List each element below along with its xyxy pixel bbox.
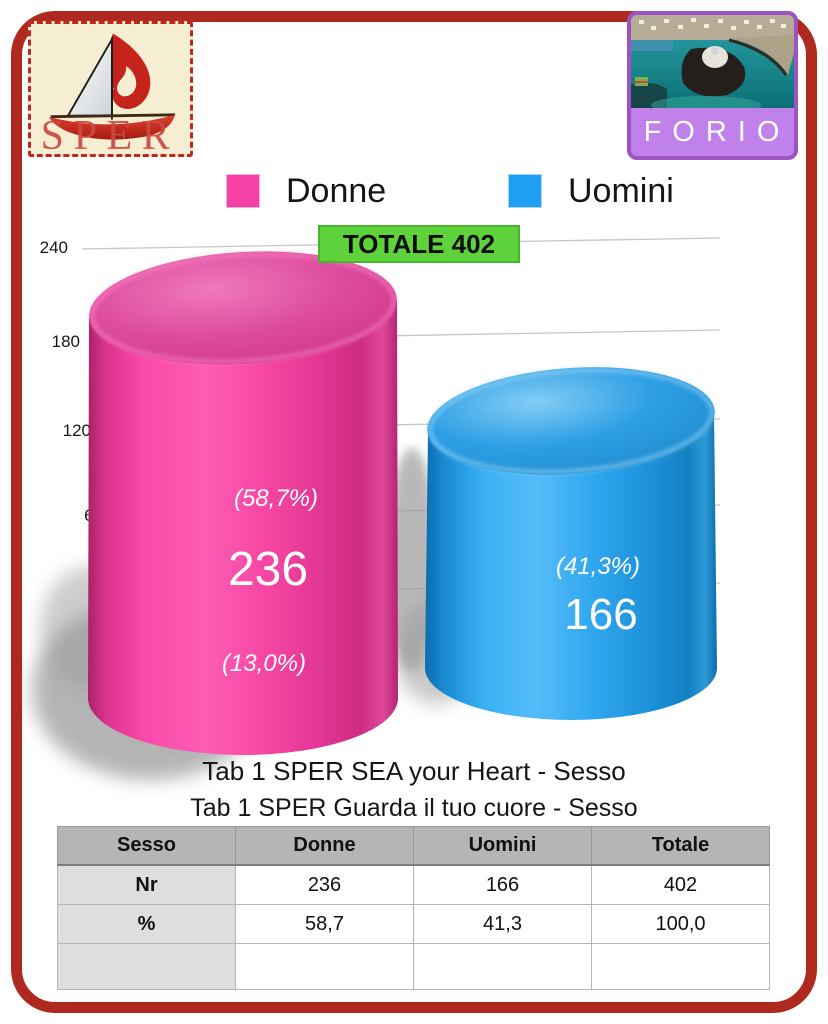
boom [50,113,176,119]
total-badge: TOTALE 402 [318,225,520,263]
forio-aerial-photo [631,15,794,108]
uomini-value-label: 166 [564,590,637,639]
cell-pct-uomini: 41,3 [413,904,592,944]
cell-empty-1 [235,943,414,990]
cell-nr-uomini: 166 [413,864,592,905]
chart-title-line1: Tab 1 SPER SEA your Heart - Sesso [202,756,626,786]
table-header-row: Sesso Donne Uomini Totale [57,826,770,866]
row-label-empty [57,943,236,990]
sper-logo-text: SPER [41,113,180,154]
cell-nr-totale: 402 [591,864,770,905]
header-totale: Totale [591,826,770,866]
spade-swirl [117,66,137,97]
table-row: % 58,7 41,3 100,0 [57,904,770,944]
legend-label-donne: Donne [286,171,387,210]
header-donne: Donne [235,826,414,866]
table-row: Nr 236 166 402 [57,864,770,905]
uomini-percent-label: (41,3%) [556,553,640,580]
y-tick-180: 180 [52,332,80,351]
row-label-nr: Nr [57,864,236,905]
legend-swatch-donne [226,174,260,208]
legend-swatch-uomini [508,174,542,208]
forio-label: FORIO [643,115,791,148]
data-table: Sesso Donne Uomini Totale Nr 236 166 402… [57,826,770,990]
sper-boat-icon: SPER [41,33,180,154]
cell-empty-3 [591,943,770,990]
cell-nr-donne: 236 [235,864,414,905]
cell-empty-2 [413,943,592,990]
y-tick-120: 120 [63,421,91,440]
hull [48,114,176,140]
page-border-frame [11,11,817,1013]
donne-value-label: 236 [228,543,308,596]
forio-badge: FORIO [627,11,798,160]
uomini-cylinder [425,367,717,720]
chart-title-line2: Tab 1 SPER Guarda il tuo cuore - Sesso [190,794,638,822]
cell-pct-donne: 58,7 [235,904,414,944]
legend-label-uomini: Uomini [568,171,674,210]
legend-item-uomini: Uomini [508,172,674,210]
header-uomini: Uomini [413,826,592,866]
cell-pct-totale: 100,0 [591,904,770,944]
donne-secondary-label: (13,0%) [222,650,306,677]
header-sesso: Sesso [57,826,236,866]
table-row [57,943,770,990]
chart-titles: Tab 1 SPER SEA your Heart - Sesso Tab 1 … [0,756,828,823]
y-tick-240: 240 [40,238,68,257]
sper-logo: SPER [28,21,193,157]
donne-percent-label: (58,7%) [234,485,318,512]
legend-item-donne: Donne [226,172,386,210]
sail [66,35,113,117]
donne-cylinder [88,251,398,755]
row-label-percent: % [57,904,236,944]
